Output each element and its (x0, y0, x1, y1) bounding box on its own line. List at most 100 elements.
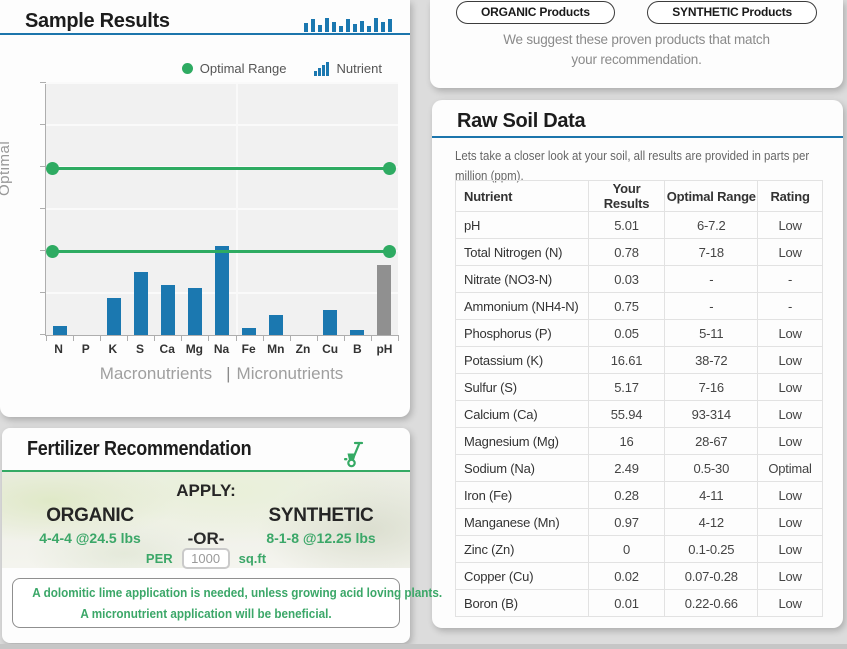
range-cell: 4-11 (664, 481, 759, 509)
organic-recommendation: ORGANIC 4-4-4 @24.5 lbs (30, 505, 150, 546)
nutrient-bar-n (52, 326, 67, 335)
result-cell: 0.01 (587, 589, 666, 617)
organic-rate: 4-4-4 @24.5 lbs (39, 530, 141, 546)
group-separator: | (226, 364, 231, 383)
x-axis-category-label: P (81, 342, 90, 356)
y-axis-tick (40, 334, 46, 335)
synthetic-products-button[interactable]: SYNTHETIC Products (647, 1, 817, 24)
fertilizer-note-box: A dolomitic lime application is needed, … (12, 578, 442, 628)
products-note-line1: We suggest these proven products that ma… (503, 32, 770, 47)
rating-cell: Low (757, 562, 823, 590)
result-cell: 0.75 (587, 292, 666, 320)
table-row: Potassium (K) 16.61 38-72 Low (455, 346, 823, 374)
x-axis-category-label: Cu (322, 342, 339, 356)
rating-cell: Low (757, 238, 823, 266)
table-row: Zinc (Zn) 0 0.1-0.25 Low (455, 535, 823, 563)
title-divider-green (2, 470, 410, 472)
optimal-range-line-upper (46, 162, 396, 175)
apply-label: APPLY: (176, 481, 236, 500)
x-axis-category-label: Mn (267, 342, 285, 356)
nutrient-bar-ca (160, 285, 175, 335)
raw-soil-title: Raw Soil Data (457, 110, 586, 132)
per-label: PER (145, 551, 173, 566)
legend-nutrient-label: Nutrient (336, 61, 382, 76)
x-axis-category-label: Fe (241, 342, 256, 356)
legend-optimal-range: Optimal Range (181, 61, 286, 76)
raw-soil-data-panel: Raw Soil Data Lets take a closer look at… (432, 100, 843, 628)
raw-soil-intro: Lets take a closer look at your soil, al… (455, 146, 847, 186)
nutrient-bar-cu (323, 310, 338, 335)
y-axis-label: Optimal (0, 140, 13, 196)
nutrient-cell: Copper (Cu) (455, 562, 589, 590)
x-axis-tick (398, 335, 399, 341)
nutrient-cell: Calcium (Ca) (455, 400, 589, 428)
y-axis-tick (40, 166, 46, 167)
range-cell: 0.22-0.66 (664, 589, 759, 617)
result-cell: 5.17 (587, 373, 666, 401)
raw-soil-table: Nutrient Your Results Optimal Range Rating … (455, 180, 823, 617)
x-axis-tick (262, 335, 264, 341)
table-row: Magnesium (Mg) 16 28-67 Low (455, 427, 823, 455)
area-input[interactable] (181, 548, 230, 569)
macronutrients-label: Macronutrients (99, 364, 213, 383)
table-row: Total Nitrogen (N) 0.78 7-18 Low (455, 238, 823, 266)
nutrient-bar-ph (377, 265, 392, 335)
range-cell: 28-67 (664, 427, 759, 455)
rating-cell: Low (757, 319, 823, 347)
x-axis-category-label: N (54, 342, 63, 356)
bar-slot (208, 84, 235, 335)
gridline (46, 208, 398, 210)
x-axis-category-label: S (136, 342, 145, 356)
x-axis-category-label: B (352, 342, 362, 356)
result-cell: 0.02 (587, 562, 666, 590)
x-axis-tick (73, 335, 75, 341)
range-cell: 7-16 (664, 373, 759, 401)
x-axis-category-label: Ca (159, 342, 175, 356)
rating-cell: Low (757, 508, 823, 536)
nutrient-group-labels: Macronutrients | Micronutrients (45, 364, 398, 384)
nutrient-bar-b (350, 330, 365, 335)
synthetic-recommendation: SYNTHETIC 8-1-8 @12.25 lbs (254, 505, 388, 546)
raw-soil-intro-line2: million (ppm). (455, 168, 524, 183)
per-area-row: PER sq.ft (2, 548, 410, 569)
column-header: Your Results (587, 180, 666, 212)
result-cell: 0 (587, 535, 666, 563)
x-axis-tick (100, 335, 102, 341)
optimal-range-line-lower (46, 245, 396, 258)
bar-slot (181, 84, 208, 335)
y-axis-tick (40, 250, 46, 251)
y-axis-tick (40, 208, 46, 209)
table-row: Copper (Cu) 0.02 0.07-0.28 Low (455, 562, 823, 590)
or-label: -OR- (187, 529, 225, 548)
nutrient-cell: Sodium (Na) (455, 454, 589, 482)
nutrient-cell: Ammonium (NH4-N) (455, 292, 589, 320)
nutrient-cell: Phosphorus (P) (455, 319, 589, 347)
x-axis-category-label: pH (376, 342, 393, 356)
bar-slot (236, 84, 263, 335)
nutrient-bar-k (106, 298, 121, 335)
synthetic-rate: 8-1-8 @12.25 lbs (266, 530, 376, 546)
nutrient-cell: Sulfur (S) (455, 373, 589, 401)
table-row: Ammonium (NH4-N) 0.75- - (455, 292, 823, 320)
result-cell: 0.28 (587, 481, 666, 509)
fertilizer-note-line2: A micronutrient application will be bene… (80, 606, 332, 621)
range-cell: 5-11 (664, 319, 759, 347)
x-axis-category-label: Mg (185, 342, 204, 356)
x-axis-tick (154, 335, 156, 341)
range-cell: 0.5-30 (664, 454, 759, 482)
sample-results-panel: Sample Results Optimal Range Nutrient Op… (0, 0, 410, 417)
micronutrients-label: Micronutrients (236, 364, 344, 383)
rating-cell: Low (757, 535, 823, 563)
range-cell: 4-12 (664, 508, 759, 536)
rating-cell: Low (757, 400, 823, 428)
result-cell: 16.61 (587, 346, 666, 374)
green-dot-icon (181, 63, 193, 74)
sqft-label: sq.ft (238, 551, 267, 566)
raw-soil-intro-line1: Lets take a closer look at your soil, al… (455, 148, 810, 163)
x-axis-tick (181, 335, 183, 341)
organic-products-button[interactable]: ORGANIC Products (456, 1, 615, 24)
rating-cell: Low (757, 427, 823, 455)
bar-slot (73, 84, 100, 335)
y-axis-tick (40, 292, 46, 293)
